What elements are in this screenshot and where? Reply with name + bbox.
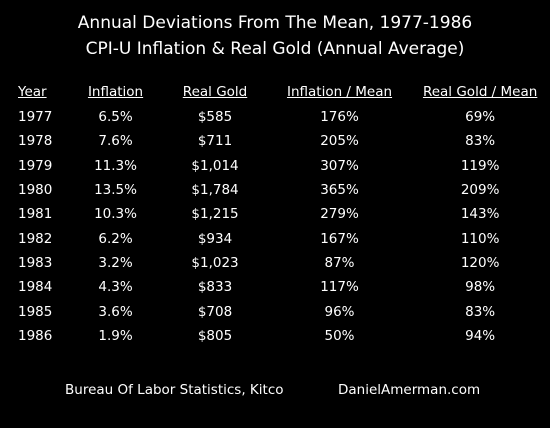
cell-real-gold-mean: 120% [460,254,500,271]
cell-real-gold: $585 [197,109,233,126]
cell-real-gold-mean: 110% [460,230,500,247]
cell-real-gold-mean: 98% [465,279,496,296]
column-header-real-gold-mean: Real Gold / Mean [422,84,538,100]
table-body: 1977 6.5% $585 176% 69% 1978 7.6% $711 205% 83% 19… [18,105,550,348]
cell-year: 1984 [18,279,53,296]
cell-inflation-mean: 87% [324,254,355,271]
cell-inflation-mean: 117% [320,279,359,296]
cell-inflation-mean: 50% [324,327,355,344]
cell-inflation: 3.2% [98,254,133,271]
cell-inflation-mean: 96% [324,303,355,320]
column-header-inflation-mean: Inflation / Mean [286,84,393,100]
table-row: 1985 3.6% $708 96% 83% [18,299,550,323]
cell-real-gold: $1,014 [191,157,239,174]
cell-inflation: 11.3% [94,157,137,174]
table-header-row: Year Inflation Real Gold Inflation / Mea… [18,79,550,105]
cell-inflation: 1.9% [98,327,133,344]
cell-inflation-mean: 205% [320,133,359,150]
cell-real-gold-mean: 209% [460,182,500,199]
data-table: Year Inflation Real Gold Inflation / Mea… [18,79,550,348]
cell-inflation: 6.2% [98,230,133,247]
cell-year: 1980 [18,182,53,199]
cell-inflation: 13.5% [94,182,137,199]
table-row: 1979 11.3% $1,014 307% 119% [18,154,550,178]
table-row: 1986 1.9% $805 50% 94% [18,324,550,348]
cell-real-gold-mean: 119% [460,157,500,174]
cell-real-gold: $711 [197,133,233,150]
cell-real-gold: $1,215 [191,206,239,223]
cell-inflation: 3.6% [98,303,133,320]
cell-real-gold-mean: 94% [465,327,496,344]
cell-real-gold: $833 [197,279,233,296]
cell-year: 1977 [18,109,53,126]
cell-year: 1985 [18,303,53,320]
table-row: 1983 3.2% $1,023 87% 120% [18,251,550,275]
source-credit: Bureau Of Labor Statistics, Kitco [65,382,284,398]
table-row: 1980 13.5% $1,784 365% 209% [18,178,550,202]
cell-year: 1982 [18,230,53,247]
cell-real-gold: $934 [197,230,233,247]
site-credit: DanielAmerman.com [338,382,481,398]
table-row: 1981 10.3% $1,215 279% 143% [18,202,550,226]
cell-year: 1978 [18,133,53,150]
cell-year: 1986 [18,327,53,344]
table-row: 1978 7.6% $711 205% 83% [18,129,550,153]
cell-inflation-mean: 279% [320,206,359,223]
cell-inflation: 10.3% [94,206,137,223]
cell-real-gold-mean: 83% [465,303,496,320]
cell-real-gold: $1,023 [191,254,239,271]
cell-real-gold: $708 [197,303,233,320]
cell-real-gold-mean: 69% [465,109,496,126]
cell-year: 1981 [18,206,53,223]
table-row: 1984 4.3% $833 117% 98% [18,275,550,299]
cell-real-gold-mean: 143% [460,206,500,223]
cell-real-gold: $805 [197,327,233,344]
cell-inflation: 6.5% [98,109,133,126]
cell-year: 1979 [18,157,53,174]
column-header-real-gold: Real Gold [182,84,248,100]
chart-subtitle: CPI-U Inflation & Real Gold (Annual Aver… [85,39,465,59]
cell-inflation-mean: 167% [320,230,359,247]
column-header-inflation: Inflation [87,84,144,100]
table-row: 1977 6.5% $585 176% 69% [18,105,550,129]
cell-year: 1983 [18,254,53,271]
cell-inflation-mean: 176% [320,109,359,126]
chart-title: Annual Deviations From The Mean, 1977-19… [77,13,473,33]
cell-inflation: 7.6% [98,133,133,150]
cell-inflation-mean: 307% [320,157,359,174]
cell-inflation: 4.3% [98,279,133,296]
column-header-year: Year [18,84,47,100]
table-row: 1982 6.2% $934 167% 110% [18,226,550,250]
cell-inflation-mean: 365% [320,182,359,199]
cell-real-gold-mean: 83% [465,133,496,150]
cell-real-gold: $1,784 [191,182,239,199]
